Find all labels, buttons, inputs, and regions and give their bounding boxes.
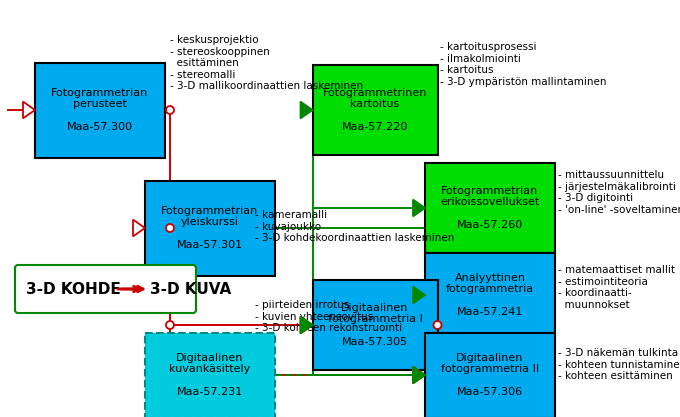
Text: - mittaussuunnittelu
- järjestelmäkalibrointi
- 3-D digitointi
- 'on-line' -sove: - mittaussuunnittelu - järjestelmäkalibr… bbox=[558, 170, 680, 215]
FancyBboxPatch shape bbox=[425, 163, 555, 253]
Text: Digitaalinen
fotogrammetria I

Maa-57.305: Digitaalinen fotogrammetria I Maa-57.305 bbox=[328, 303, 422, 347]
Text: - 3-D näkemän tulkinta
- kohteen tunnistaminen
- kohteen esittäminen: - 3-D näkemän tulkinta - kohteen tunnist… bbox=[558, 348, 680, 381]
Circle shape bbox=[166, 224, 174, 232]
Text: Fotogrammetrian
yleiskurssi

Maa-57.301: Fotogrammetrian yleiskurssi Maa-57.301 bbox=[161, 206, 258, 250]
Polygon shape bbox=[413, 367, 425, 383]
Polygon shape bbox=[133, 220, 145, 236]
Text: - piirteiden irrotus
- kuvien yhteensovitus
- 3-D kohteen rekonstruointi: - piirteiden irrotus - kuvien yhteensovi… bbox=[255, 300, 402, 333]
Text: - kameramalli
- kuvajoukko
- 3-D kohdekoordinaattien laskeminen: - kameramalli - kuvajoukko - 3-D kohdeko… bbox=[255, 210, 454, 243]
Text: 3-D KUVA: 3-D KUVA bbox=[150, 281, 231, 296]
Text: - keskusprojektio
- stereoskooppinen
  esittäminen
- stereomalli
- 3-D mallikoor: - keskusprojektio - stereoskooppinen esi… bbox=[170, 35, 363, 91]
Polygon shape bbox=[413, 367, 425, 383]
Polygon shape bbox=[413, 200, 425, 216]
Polygon shape bbox=[413, 286, 425, 304]
Polygon shape bbox=[301, 317, 313, 334]
Polygon shape bbox=[23, 102, 35, 118]
Polygon shape bbox=[301, 102, 313, 118]
Polygon shape bbox=[301, 317, 313, 334]
FancyBboxPatch shape bbox=[15, 265, 196, 313]
Text: Digitaalinen
kuvankäsittely

Maa-57.231: Digitaalinen kuvankäsittely Maa-57.231 bbox=[169, 353, 251, 397]
FancyBboxPatch shape bbox=[145, 332, 275, 417]
Text: - kartoitusprosessi
- ilmakolmiointi
- kartoitus
- 3-D ympäristön mallintaminen: - kartoitusprosessi - ilmakolmiointi - k… bbox=[440, 42, 607, 87]
Circle shape bbox=[434, 321, 441, 329]
FancyBboxPatch shape bbox=[35, 63, 165, 158]
Text: 3-D KOHDE: 3-D KOHDE bbox=[26, 281, 121, 296]
Text: Fotogrammetrian
perusteet

Maa-57.300: Fotogrammetrian perusteet Maa-57.300 bbox=[52, 88, 149, 133]
FancyBboxPatch shape bbox=[145, 181, 275, 276]
Circle shape bbox=[166, 106, 174, 114]
FancyBboxPatch shape bbox=[313, 280, 437, 370]
Text: Analyyttinen
fotogrammetria

Maa-57.241: Analyyttinen fotogrammetria Maa-57.241 bbox=[446, 273, 534, 317]
Text: Fotogrammetrinen
kartoitus

Maa-57.220: Fotogrammetrinen kartoitus Maa-57.220 bbox=[323, 88, 427, 133]
Circle shape bbox=[166, 321, 174, 329]
Text: - matemaattiset mallit
- estimointiteoria
- koordinaatti-
  muunnokset: - matemaattiset mallit - estimointiteori… bbox=[558, 265, 675, 310]
FancyBboxPatch shape bbox=[313, 65, 437, 155]
FancyBboxPatch shape bbox=[425, 332, 555, 417]
Text: Digitaalinen
fotogrammetria II

Maa-57.306: Digitaalinen fotogrammetria II Maa-57.30… bbox=[441, 353, 539, 397]
Text: Fotogrammetrian
erikoissovellukset

Maa-57.260: Fotogrammetrian erikoissovellukset Maa-5… bbox=[441, 186, 540, 231]
FancyBboxPatch shape bbox=[425, 253, 555, 337]
